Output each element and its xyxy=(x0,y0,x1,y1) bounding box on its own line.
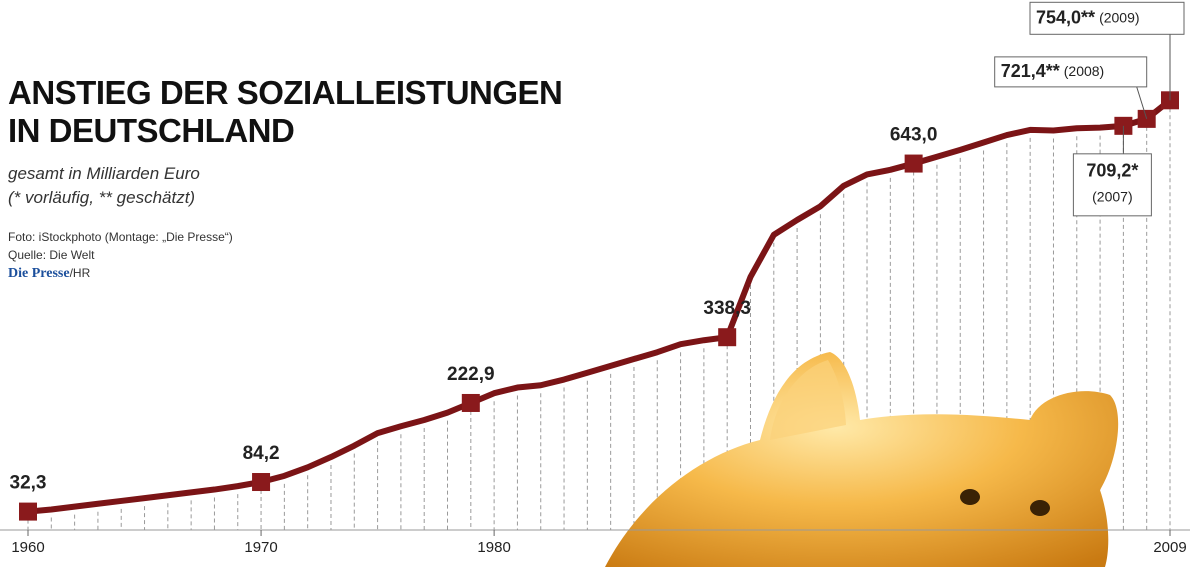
callout-box xyxy=(994,56,1148,88)
data-note: (2008) xyxy=(1064,63,1104,79)
x-tick-label: 1960 xyxy=(11,539,44,556)
data-note: (2009) xyxy=(1099,9,1139,25)
brand-suffix: /HR xyxy=(69,266,91,280)
marker xyxy=(904,154,923,173)
data-label: 643,0 xyxy=(890,125,938,146)
marker xyxy=(718,328,737,347)
x-tick-label: 2009 xyxy=(1153,539,1186,556)
callout-box xyxy=(1072,153,1152,217)
data-label: 84,2 xyxy=(243,443,280,464)
x-tick-label: 1970 xyxy=(244,539,277,556)
title-line: IN DEUTSCHLAND xyxy=(8,112,295,149)
data-note: (2007) xyxy=(1092,189,1132,205)
subtitle-line: (* vorläufig, ** geschätzt) xyxy=(8,188,196,207)
data-label: 32,3 xyxy=(10,473,47,494)
data-label: 721,4** (2008) xyxy=(1001,61,1105,81)
marker xyxy=(19,502,37,521)
credit: Quelle: Die Welt xyxy=(8,248,95,262)
piggy-bank xyxy=(605,352,1119,567)
title-line: ANSTIEG DER SOZIALLEISTUNGEN xyxy=(8,74,563,111)
marker xyxy=(461,393,480,412)
data-label: 754,0** (2009) xyxy=(1036,7,1140,27)
subtitle-line: gesamt in Milliarden Euro xyxy=(8,164,200,183)
marker xyxy=(252,473,271,492)
callout-line xyxy=(1136,86,1148,120)
data-label-value: 721,4** xyxy=(1001,61,1060,81)
subtitle: gesamt in Milliarden Euro (* vorläufig, … xyxy=(8,162,200,210)
x-tick-label: 1980 xyxy=(477,539,510,556)
data-label: 709,2* xyxy=(1086,161,1138,181)
data-label-value: 754,0** xyxy=(1036,7,1095,27)
callout-box xyxy=(1029,1,1185,35)
brand-line: Die Presse/HR xyxy=(8,264,233,283)
data-label: 222,9 xyxy=(447,364,495,385)
data-line xyxy=(27,97,1172,515)
credits: Foto: iStockphoto (Montage: „Die Presse“… xyxy=(8,228,233,283)
data-label: 338,3 xyxy=(703,298,751,319)
brand: Die Presse xyxy=(8,266,70,281)
title: ANSTIEG DER SOZIALLEISTUNGEN IN DEUTSCHL… xyxy=(8,74,563,150)
credit: Foto: iStockphoto (Montage: „Die Presse“… xyxy=(8,230,233,244)
